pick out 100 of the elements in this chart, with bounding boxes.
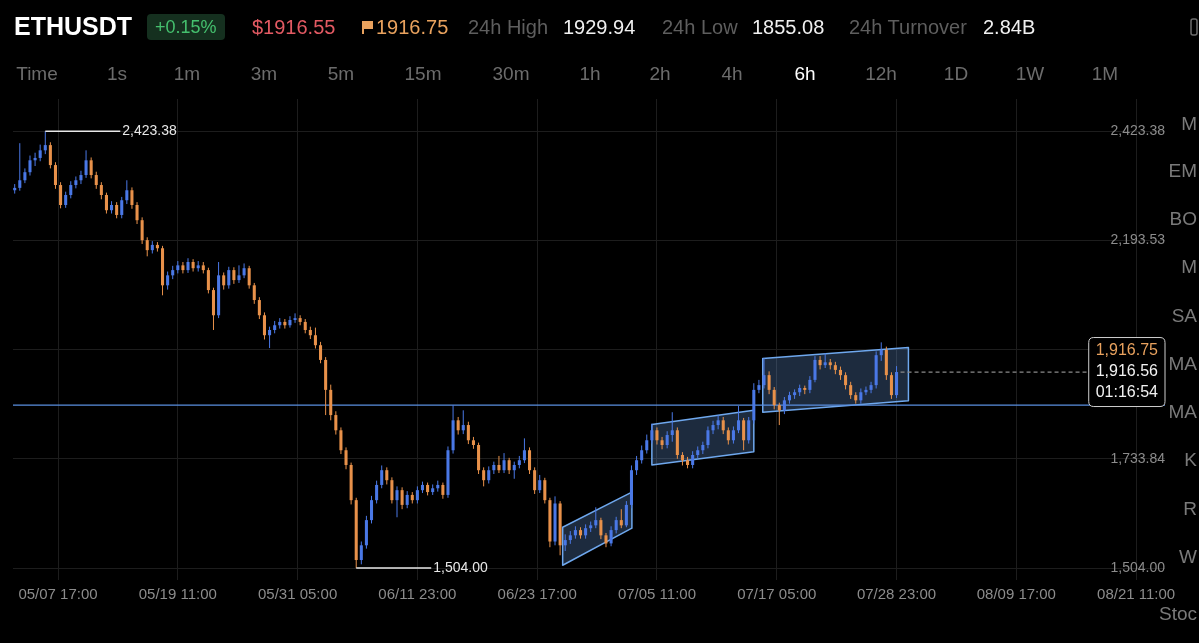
candlestick [257, 296, 261, 320]
candlestick [79, 170, 83, 185]
candlestick [624, 500, 628, 528]
text: 1W [1015, 63, 1045, 84]
candlestick [43, 130, 47, 155]
candlestick [400, 486, 404, 510]
chart-title: ETHUSDT [14, 12, 133, 40]
text: Stoc [1158, 603, 1197, 624]
candlestick [334, 410, 338, 436]
x-tick-label: 07/05 11:00 [617, 585, 697, 603]
x-tick-label: 08/21 11:00 [1097, 585, 1176, 603]
candlestick [497, 455, 501, 474]
candlestick [757, 379, 761, 394]
candlestick [268, 326, 272, 349]
text: R [1183, 498, 1197, 519]
candlestick [59, 181, 63, 209]
candlestick [369, 495, 374, 524]
candlestick [319, 341, 323, 364]
candlestick [655, 426, 659, 446]
text: 1916.75 [376, 16, 449, 38]
annotation: 1,916.75 [1095, 341, 1159, 359]
text: Time [16, 63, 58, 84]
candlestick [262, 311, 266, 340]
candlestick [594, 506, 598, 529]
candlestick [247, 265, 251, 290]
candlestick [48, 141, 52, 169]
candlestick [145, 236, 149, 257]
candlestick [660, 436, 664, 450]
text: 24h Low [662, 16, 738, 38]
y-tick-label: 2,193.53 [1110, 231, 1166, 248]
candlestick [359, 541, 363, 565]
candlestick [742, 417, 746, 451]
candlestick [23, 167, 27, 184]
candlestick [599, 517, 603, 540]
candlestick [252, 282, 256, 305]
x-tick-label: 05/19 11:00 [138, 585, 217, 603]
text: 15m [404, 63, 442, 84]
text: 30m [492, 63, 530, 84]
x-tick-label: 06/11 23:00 [378, 585, 457, 603]
text: 1D [943, 63, 969, 84]
candlestick [313, 327, 317, 350]
candlestick [706, 425, 710, 449]
annotation: 2,423.38 [122, 122, 177, 138]
candlestick [538, 474, 542, 494]
candlestick [140, 216, 144, 245]
x-tick-label: 06/23 17:00 [497, 585, 577, 603]
badge: +0.15% [147, 14, 225, 40]
text: MA [1168, 353, 1197, 374]
candlestick [609, 525, 613, 547]
candlestick [227, 266, 231, 290]
candlestick [74, 175, 78, 189]
candlestick [711, 420, 715, 435]
candlestick [640, 444, 644, 465]
candlestick [237, 264, 241, 284]
candlestick [859, 387, 863, 405]
x-tick-label: 05/31 05:00 [257, 585, 338, 603]
candlestick [645, 434, 649, 455]
candlestick [818, 355, 822, 370]
text: 12h [865, 63, 897, 84]
text: M [1181, 256, 1197, 277]
candlestick [736, 405, 741, 434]
candlestick [390, 476, 394, 504]
candlestick [502, 452, 506, 474]
text: W [1179, 546, 1197, 567]
text: 24h High [468, 16, 549, 38]
candlestick [716, 414, 720, 430]
candlestick [288, 315, 292, 329]
text: 24h Turnover [849, 16, 967, 38]
ref-line-label: 1,916.56 [1095, 362, 1159, 380]
candlestick [762, 357, 766, 389]
candlestick [181, 261, 185, 274]
candlestick [344, 446, 348, 470]
x-tick-label: 05/07 17:00 [18, 585, 98, 603]
text: 5m [327, 63, 355, 84]
candlestick [375, 480, 379, 504]
candlestick [522, 437, 526, 464]
text: 1m [173, 63, 201, 84]
text: 1M [1091, 63, 1119, 84]
candlestick [166, 271, 170, 291]
x-tick-label: 07/28 23:00 [856, 585, 937, 603]
candlestick [543, 477, 547, 504]
candlestick [813, 355, 817, 383]
text: 4h [721, 63, 743, 84]
candlestick [293, 312, 297, 324]
text: SA [1171, 305, 1197, 326]
candlestick [104, 192, 108, 215]
candlestick [125, 179, 129, 205]
text: 1855.08 [752, 16, 825, 38]
text: 2h [649, 63, 671, 84]
candlestick [135, 201, 139, 225]
candlestick [492, 461, 496, 475]
candlestick [206, 267, 210, 294]
candlestick [528, 446, 532, 475]
candlestick [879, 341, 883, 362]
candlestick [120, 196, 124, 219]
y-tick-label: 1,504.00 [1110, 558, 1166, 575]
candlestick [28, 155, 32, 177]
candlestick [767, 370, 771, 395]
candlestick [670, 411, 674, 443]
candlestick [635, 455, 639, 476]
